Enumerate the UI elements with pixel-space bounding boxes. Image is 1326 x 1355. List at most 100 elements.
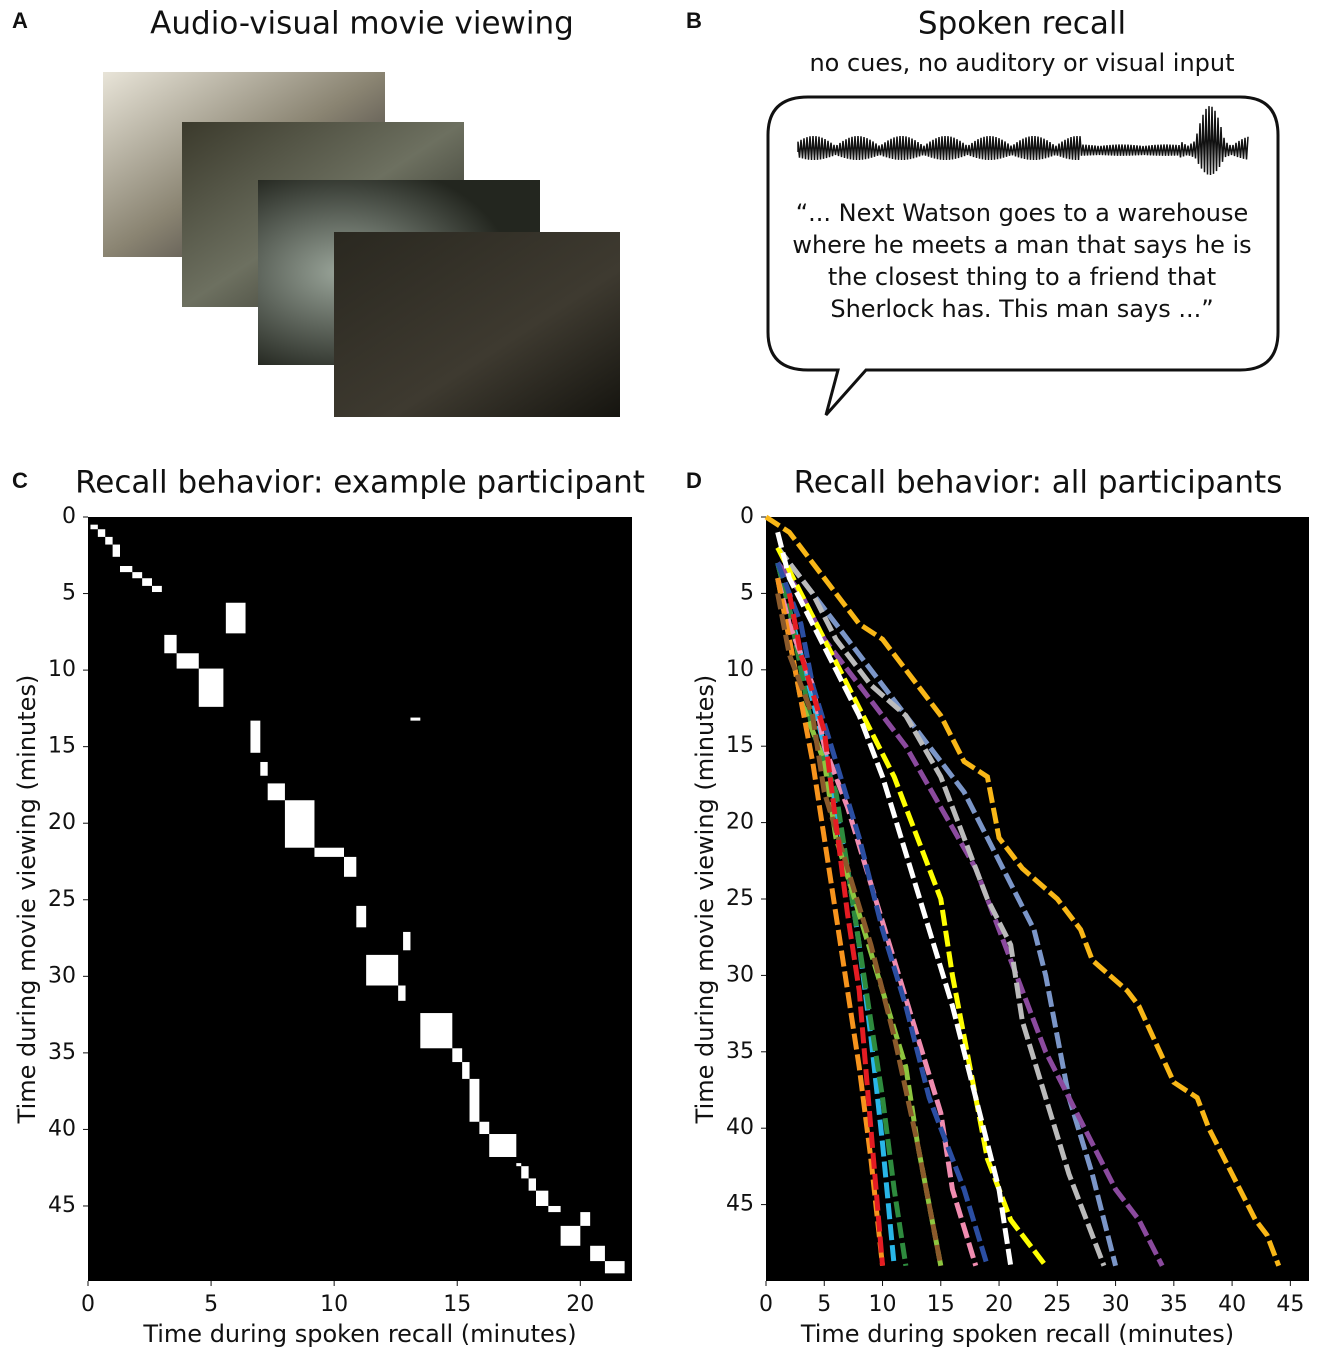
panel-subtitle: no cues, no auditory or visual input — [809, 49, 1234, 77]
recall-block — [120, 565, 133, 573]
y-tick-label: 40 — [48, 1116, 76, 1141]
y-tick-label: 20 — [726, 810, 754, 835]
y-tick-label: 15 — [726, 733, 754, 758]
y-axis-label: Time during movie viewing (minutes) — [13, 675, 41, 1125]
recall-block — [176, 653, 199, 669]
frame — [334, 232, 620, 417]
y-tick-label: 5 — [62, 581, 76, 606]
recall-block — [548, 1205, 561, 1213]
x-axis-label: Time during spoken recall (minutes) — [800, 1320, 1234, 1348]
recall-block — [462, 1062, 470, 1079]
recall-block — [452, 1048, 463, 1063]
x-tick-label: 40 — [1218, 1292, 1246, 1317]
y-tick-label: 0 — [62, 504, 76, 529]
quote-line: Sherlock has. This man says ...” — [830, 295, 1213, 323]
recall-block — [528, 1178, 536, 1191]
y-tick-label: 5 — [740, 580, 754, 605]
recall-block — [356, 905, 367, 928]
movie-frames — [103, 72, 620, 417]
recall-block — [267, 783, 285, 801]
panel-letter: A — [12, 8, 28, 33]
plot-area — [88, 517, 632, 1281]
y-tick-label: 45 — [726, 1192, 754, 1217]
recall-block — [90, 524, 98, 530]
recall-block — [590, 1245, 605, 1262]
x-tick-label: 0 — [759, 1292, 773, 1317]
recall-block — [105, 536, 113, 545]
recall-block — [152, 585, 162, 593]
recall-block — [403, 931, 411, 951]
waveform — [797, 106, 1249, 175]
quote-line: where he meets a man that says he is — [792, 231, 1251, 259]
participant-line — [775, 531, 1014, 1267]
panel-letter: B — [686, 8, 702, 33]
recall-block — [521, 1166, 529, 1179]
x-tick-label: 0 — [81, 1292, 95, 1317]
y-tick-label: 30 — [48, 963, 76, 988]
recall-block — [580, 1212, 591, 1226]
recall-block — [164, 634, 177, 654]
panel-title: Audio-visual movie viewing — [150, 6, 574, 42]
x-tick-label: 5 — [204, 1292, 218, 1317]
recall-block — [366, 954, 399, 986]
y-tick-label: 30 — [726, 962, 754, 987]
participant-line — [775, 592, 944, 1267]
plot-area — [766, 517, 1309, 1281]
recall-block — [132, 572, 143, 579]
x-axis-label: Time during spoken recall (minutes) — [142, 1320, 576, 1348]
panel-letter: D — [686, 468, 702, 493]
y-tick-label: 25 — [726, 886, 754, 911]
recall-block — [420, 1013, 453, 1049]
participant-line — [764, 514, 1282, 1267]
y-tick-label: 40 — [726, 1115, 754, 1140]
recall-block — [142, 578, 152, 586]
recall-block — [225, 602, 246, 634]
y-tick-label: 10 — [726, 657, 754, 682]
x-tick-label: 15 — [927, 1292, 955, 1317]
recall-block — [314, 847, 344, 857]
y-tick-label: 20 — [48, 810, 76, 835]
recall-block — [97, 529, 106, 537]
x-tick-label: 20 — [566, 1292, 594, 1317]
y-tick-label: 0 — [740, 504, 754, 529]
panel-letter: C — [12, 468, 28, 493]
speech-bubble — [766, 95, 1280, 416]
recall-block — [344, 856, 357, 877]
recall-block — [469, 1078, 480, 1122]
quote-line: “... Next Watson goes to a warehouse — [796, 199, 1249, 227]
x-tick-label: 10 — [320, 1292, 348, 1317]
y-axis-label: Time during movie viewing (minutes) — [691, 675, 719, 1125]
quote-line: the closest thing to a friend that — [828, 263, 1216, 291]
recall-block — [560, 1225, 581, 1246]
recall-block — [398, 985, 406, 1001]
participant-line — [775, 561, 990, 1267]
y-tick-label: 35 — [726, 1039, 754, 1064]
recall-block — [479, 1121, 490, 1135]
participant-line — [775, 546, 1048, 1268]
participant-line — [775, 546, 1118, 1267]
participant-line — [775, 546, 1107, 1267]
chart-title: Recall behavior: all participants — [794, 465, 1283, 501]
y-tick-label: 45 — [48, 1193, 76, 1218]
x-tick-label: 45 — [1276, 1292, 1304, 1317]
recall-block — [536, 1190, 549, 1206]
participant-line — [775, 561, 1165, 1267]
recall-block — [516, 1163, 522, 1167]
chart-title: Recall behavior: example participant — [75, 465, 645, 501]
recall-block — [250, 720, 261, 753]
x-tick-label: 35 — [1160, 1292, 1188, 1317]
y-tick-label: 35 — [48, 1040, 76, 1065]
y-tick-label: 25 — [48, 887, 76, 912]
recall-block — [112, 544, 120, 557]
x-tick-label: 10 — [869, 1292, 897, 1317]
recall-block — [489, 1134, 517, 1157]
recall-block — [410, 717, 421, 721]
recall-block — [284, 800, 315, 848]
y-tick-label: 15 — [48, 734, 76, 759]
x-tick-label: 30 — [1102, 1292, 1130, 1317]
y-tick-label: 10 — [48, 657, 76, 682]
x-tick-label: 15 — [443, 1292, 471, 1317]
participant-line — [786, 592, 886, 1266]
recall-block — [260, 761, 268, 776]
